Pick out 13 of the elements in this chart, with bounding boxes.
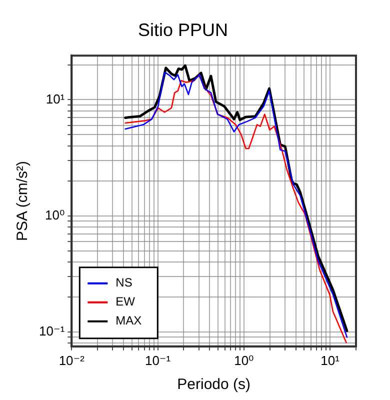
- chart-title: Sitio PPUN: [138, 20, 228, 40]
- x-tick-label: 10¹: [320, 352, 340, 368]
- legend-label: MAX: [116, 314, 142, 328]
- x-tick-label: 10⁻²: [58, 352, 86, 368]
- y-tick-label: 10¹: [46, 91, 66, 106]
- y-tick-label: 10⁻¹: [38, 323, 66, 338]
- x-axis-title: Periodo (s): [177, 376, 251, 394]
- y-axis-title: PSA (cm/s²): [14, 160, 32, 242]
- x-tick-label: 10⁻¹: [144, 352, 172, 368]
- legend-label: NS: [116, 276, 132, 290]
- y-tick-label: 10⁰: [44, 207, 65, 222]
- x-tick-label: 10⁰: [234, 352, 254, 368]
- legend-label: EW: [116, 294, 136, 309]
